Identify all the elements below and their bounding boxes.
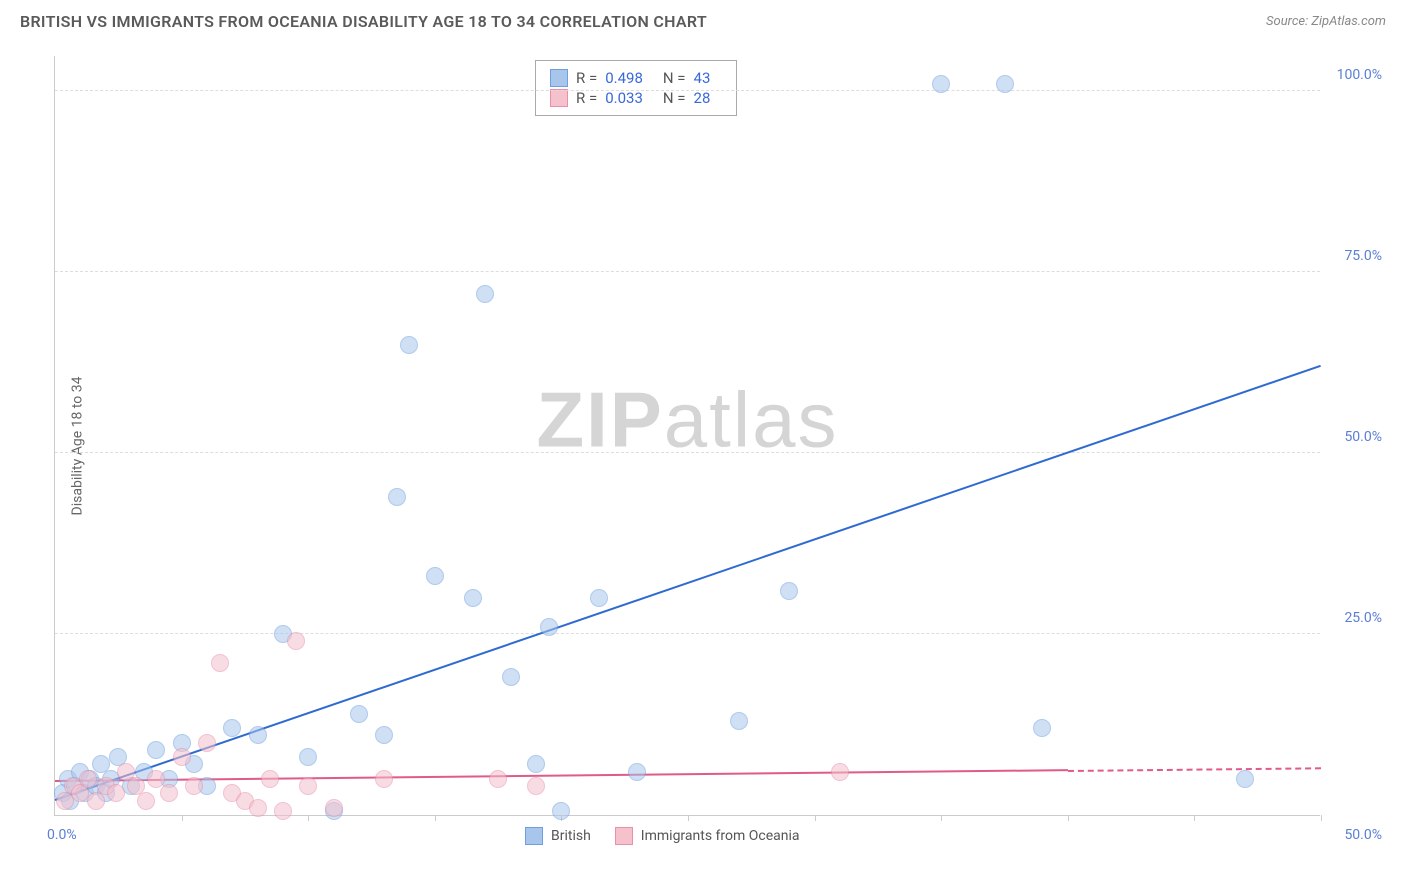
- chart-container: ZIPatlas R =0.498N =43R =0.033N =28 0.0%…: [54, 56, 1384, 856]
- data-point: [211, 654, 229, 672]
- x-tick: [1068, 815, 1069, 821]
- plot-area: ZIPatlas R =0.498N =43R =0.033N =28 0.0%…: [54, 56, 1320, 816]
- x-tick: [308, 815, 309, 821]
- legend-swatch: [550, 69, 568, 87]
- data-point: [137, 792, 155, 810]
- gridline: [55, 271, 1320, 272]
- data-point: [540, 618, 558, 636]
- legend-item: British: [525, 827, 591, 845]
- data-point: [388, 488, 406, 506]
- x-tick-label-max: 50.0%: [1344, 827, 1382, 843]
- data-point: [426, 567, 444, 585]
- data-point: [147, 741, 165, 759]
- n-value: 28: [694, 89, 711, 107]
- data-point: [780, 582, 798, 600]
- data-point: [375, 770, 393, 788]
- data-point: [476, 285, 494, 303]
- x-tick-label-min: 0.0%: [47, 827, 77, 843]
- gridline: [55, 452, 1320, 453]
- watermark-bold: ZIP: [536, 376, 663, 464]
- legend-swatch: [525, 827, 543, 845]
- legend-swatch: [615, 827, 633, 845]
- x-tick: [688, 815, 689, 821]
- data-point: [223, 719, 241, 737]
- data-point: [261, 770, 279, 788]
- series-legend: British Immigrants from Oceania: [525, 827, 799, 845]
- y-tick-label: 100.0%: [1337, 67, 1382, 83]
- data-point: [1033, 719, 1051, 737]
- data-point: [173, 748, 191, 766]
- n-label: N =: [663, 89, 686, 107]
- title-bar: BRITISH VS IMMIGRANTS FROM OCEANIA DISAB…: [0, 0, 1406, 35]
- data-point: [932, 75, 950, 93]
- stats-row: R = 0.033 N = 28: [550, 89, 722, 107]
- trend-line-dashed: [1068, 767, 1321, 772]
- data-point: [464, 589, 482, 607]
- data-point: [79, 770, 97, 788]
- data-point: [730, 712, 748, 730]
- source-attribution: Source: ZipAtlas.com: [1266, 14, 1386, 29]
- data-point: [489, 770, 507, 788]
- data-point: [400, 336, 418, 354]
- legend-label: British: [551, 828, 591, 844]
- data-point: [325, 799, 343, 817]
- data-point: [249, 726, 267, 744]
- data-point: [299, 777, 317, 795]
- data-point: [198, 734, 216, 752]
- x-tick: [1321, 815, 1322, 821]
- x-tick: [435, 815, 436, 821]
- y-tick-label: 25.0%: [1344, 610, 1382, 626]
- data-point: [107, 784, 125, 802]
- n-label: N =: [663, 69, 686, 87]
- data-point: [590, 589, 608, 607]
- stats-legend-box: R = 0.498 N = 43 R = 0.033 N = 28: [535, 60, 737, 116]
- data-point: [375, 726, 393, 744]
- legend-swatch: [550, 89, 568, 107]
- legend-label: Immigrants from Oceania: [641, 828, 800, 844]
- data-point: [628, 763, 646, 781]
- data-point: [299, 748, 317, 766]
- watermark-light: atlas: [664, 376, 839, 464]
- data-point: [552, 802, 570, 820]
- x-tick: [182, 815, 183, 821]
- data-point: [502, 668, 520, 686]
- r-value: 0.033: [605, 89, 643, 107]
- data-point: [527, 755, 545, 773]
- data-point: [274, 802, 292, 820]
- r-label: R =: [576, 89, 597, 107]
- x-tick: [1194, 815, 1195, 821]
- data-point: [287, 632, 305, 650]
- x-tick: [815, 815, 816, 821]
- data-point: [996, 75, 1014, 93]
- n-value: 43: [694, 69, 711, 87]
- gridline: [55, 90, 1320, 91]
- data-point: [185, 777, 203, 795]
- trend-line: [55, 364, 1322, 800]
- gridline: [55, 633, 1320, 634]
- x-tick: [941, 815, 942, 821]
- data-point: [527, 777, 545, 795]
- r-label: R =: [576, 69, 597, 87]
- y-tick-label: 75.0%: [1344, 248, 1382, 264]
- data-point: [160, 784, 178, 802]
- data-point: [831, 763, 849, 781]
- data-point: [350, 705, 368, 723]
- chart-title: BRITISH VS IMMIGRANTS FROM OCEANIA DISAB…: [20, 12, 707, 31]
- r-value: 0.498: [605, 69, 643, 87]
- stats-row: R = 0.498 N = 43: [550, 69, 722, 87]
- y-tick-label: 50.0%: [1344, 429, 1382, 445]
- data-point: [1236, 770, 1254, 788]
- legend-item: Immigrants from Oceania: [615, 827, 800, 845]
- data-point: [249, 799, 267, 817]
